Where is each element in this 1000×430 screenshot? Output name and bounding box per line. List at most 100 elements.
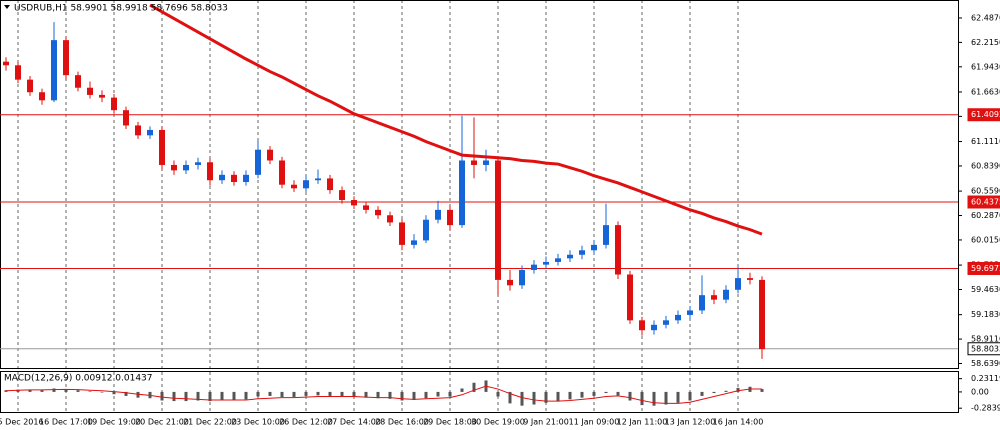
macd-bar: [256, 391, 260, 397]
x-tick-label: 16 Jan 14:00: [713, 418, 764, 427]
candle-body: [423, 219, 429, 241]
macd-bar: [100, 391, 104, 393]
x-tick-label: 13 Jan 12:00: [665, 418, 716, 427]
candle-body: [483, 160, 489, 165]
macd-bar: [184, 391, 188, 402]
macd-bar: [352, 391, 356, 398]
candle-body: [615, 225, 621, 275]
candle-body: [123, 110, 129, 126]
macd-tick-label: 0.23119: [971, 374, 1000, 383]
candle-body: [735, 278, 741, 290]
candle-body: [27, 79, 33, 93]
candle-body: [723, 289, 729, 300]
macd-tick-label: 0.00: [971, 387, 989, 396]
macd-bar: [700, 391, 704, 396]
y-tick-label: 60.0150: [971, 235, 1000, 244]
macd-bar: [724, 390, 728, 392]
candle-body: [219, 174, 225, 181]
x-tick-label: 12 Jan 11:00: [617, 418, 668, 427]
y-tick-label: 61.1110: [971, 137, 1000, 146]
y-tick-label: 62.4870: [971, 13, 1000, 22]
candle-body: [267, 149, 273, 161]
macd-bar: [208, 391, 212, 402]
x-tick-label: 9 Jan 21:00: [523, 418, 569, 427]
candle-body: [303, 180, 309, 189]
candle-body: [3, 61, 9, 66]
candle-body: [675, 314, 681, 321]
macd-bar: [736, 387, 740, 392]
macd-bar: [496, 391, 500, 397]
macd-bar: [520, 391, 524, 406]
macd-bar: [760, 389, 764, 392]
candle-body: [291, 184, 297, 189]
y-tick-label: 61.6630: [971, 87, 1000, 96]
candle-body: [207, 162, 213, 181]
candle-body: [15, 65, 21, 80]
macd-bar: [76, 390, 80, 392]
macd-bar: [592, 391, 596, 396]
macd-signal: [5, 385, 762, 404]
macd-bar: [544, 391, 548, 403]
y-tick-label: 61.9430: [971, 62, 1000, 71]
macd-bar: [376, 391, 380, 399]
level-label-box: [967, 195, 1000, 209]
main-frame: [0, 0, 959, 369]
macd-bar: [304, 391, 308, 396]
candle-body: [87, 87, 93, 95]
candle-body: [759, 279, 765, 350]
menu-icon: [4, 5, 10, 9]
level-label: 61.4092: [971, 110, 1000, 119]
macd-bar: [412, 391, 416, 400]
macd-bar: [16, 389, 20, 392]
macd-bar: [532, 391, 536, 405]
candle-body: [663, 320, 669, 325]
macd-bar: [136, 391, 140, 398]
y-tick-label: 62.2150: [971, 38, 1000, 47]
macd-bar: [220, 391, 224, 401]
macd-bar: [460, 388, 464, 392]
macd-bar: [364, 391, 368, 398]
level-label-box: [967, 261, 1000, 275]
x-tick-label: 29 Dec 18:00: [423, 418, 477, 427]
macd-bar: [580, 391, 584, 398]
macd-bar: [292, 391, 296, 398]
candle-body: [375, 209, 381, 216]
candle-body: [339, 190, 345, 200]
macd-bar: [508, 391, 512, 404]
level-label-box: [967, 108, 1000, 122]
candle-body: [651, 324, 657, 331]
candle-body: [315, 178, 321, 181]
macd-bar: [64, 389, 68, 392]
x-tick-label: 20 Dec 21:00: [135, 418, 189, 427]
candle-body: [99, 94, 105, 98]
macd-bar: [712, 391, 716, 394]
candle-body: [111, 97, 117, 111]
candle-body: [603, 225, 609, 245]
macd-bar: [640, 391, 644, 406]
macd-bar: [628, 391, 632, 401]
candle-body: [351, 199, 357, 206]
y-tick-label: 58.9110: [971, 335, 1000, 344]
moving-average: [149, 3, 763, 236]
macd-bar: [196, 391, 200, 401]
candle-body: [543, 261, 549, 265]
x-tick-label: 21 Dec 22:00: [183, 418, 237, 427]
chart-title: USDRUB,H1 58.9901 58.9918 58.7696 58.803…: [14, 4, 228, 14]
x-tick-label: 27 Dec 14:00: [327, 418, 381, 427]
macd-bar: [424, 391, 428, 399]
candle-body: [363, 205, 369, 210]
macd-bar: [280, 391, 284, 398]
macd-bar: [316, 391, 320, 396]
macd-bar: [568, 391, 572, 400]
macd-bar: [436, 391, 440, 397]
macd-bar: [616, 391, 620, 396]
x-tick-label: 26 Dec 12:00: [279, 418, 333, 427]
macd-bar: [268, 391, 272, 396]
macd-bar: [40, 390, 44, 392]
candle-body: [183, 164, 189, 171]
candle-body: [495, 160, 501, 280]
x-tick-label: 23 Dec 10:00: [231, 418, 285, 427]
candle-body: [159, 129, 165, 165]
